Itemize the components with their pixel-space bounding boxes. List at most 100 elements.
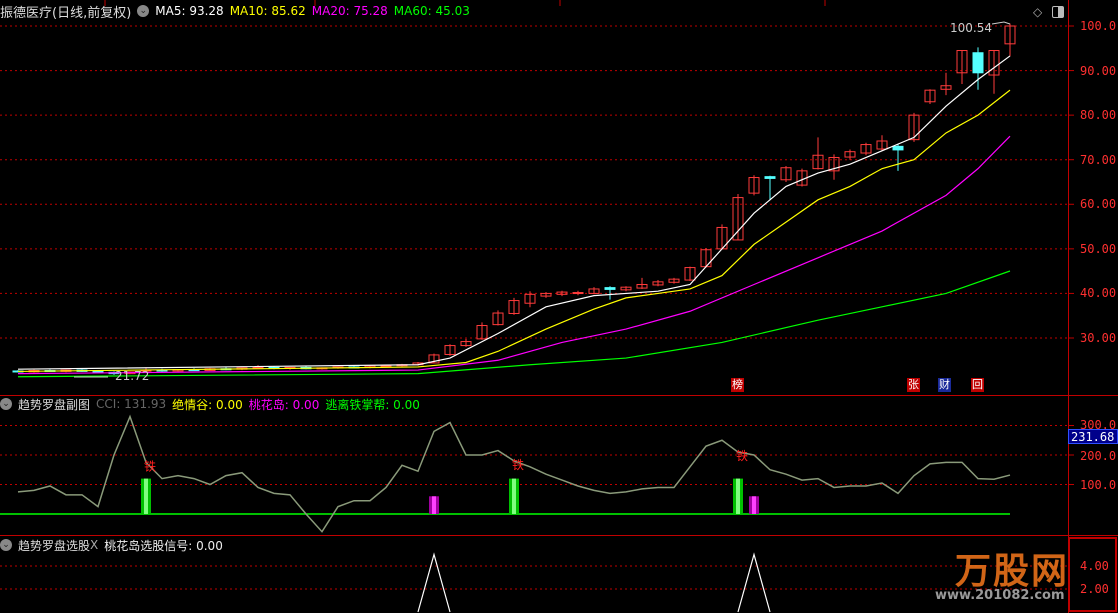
candle-body	[444, 345, 456, 355]
axis-label: 90.00	[1080, 64, 1117, 78]
signal-label: 桃花岛选股信号: 0.00	[104, 538, 223, 553]
ma60-line	[17, 270, 1011, 378]
panel-toggle-icon[interactable]	[1052, 6, 1064, 18]
candle-body	[828, 156, 840, 172]
candle-body	[812, 154, 824, 170]
candle-body	[588, 288, 600, 294]
price-axis-line	[1068, 0, 1069, 613]
chevron-down-icon[interactable]: ⌄	[0, 398, 12, 410]
green-bar-highlight	[736, 478, 740, 514]
magenta-bar-highlight	[752, 496, 756, 514]
candle-body	[876, 140, 888, 150]
candle-body	[380, 365, 392, 368]
candle-body	[508, 300, 520, 314]
candle-body	[668, 278, 680, 283]
axis-label: 60.00	[1080, 197, 1117, 211]
watermark-logo: 万股网	[955, 551, 1070, 592]
candle-body	[684, 267, 696, 281]
axis-label: 100.0	[1080, 478, 1117, 492]
ma60-label: MA60: 45.03	[393, 4, 470, 18]
candle-body	[748, 177, 760, 194]
close-indicator-button[interactable]: X	[90, 538, 99, 552]
candle-body	[524, 293, 536, 304]
candle-body	[540, 292, 552, 297]
thd-label: 桃花岛: 0.00	[248, 397, 320, 412]
badge-bang[interactable]: 榜	[731, 378, 744, 392]
candle-body	[892, 145, 904, 151]
axis-label: 30.00	[1080, 331, 1117, 345]
signal-mark: 铁	[736, 449, 748, 463]
stock-title: 振德医疗(日线,前复权)	[0, 5, 132, 21]
sub-panel-2-header: ⌄ 趋势罗盘选股 X 桃花岛选股信号: 0.00	[0, 536, 223, 554]
sub-panel-1-header: ⌄ 趋势罗盘副图 CCI: 131.93 绝情谷: 0.00 桃花岛: 0.00…	[0, 395, 420, 413]
signal-mark: 铁	[144, 459, 156, 473]
candle-body	[620, 286, 632, 291]
candle-body	[556, 291, 568, 295]
axis-box	[1068, 537, 1117, 612]
candle-body	[460, 341, 472, 347]
axis-label: 100.0	[1080, 19, 1117, 33]
axis-label: 80.00	[1080, 108, 1117, 122]
candle-body	[940, 85, 952, 90]
candle-body	[844, 151, 856, 158]
indicator-title: 趋势罗盘副图	[18, 397, 91, 412]
candle-body	[572, 292, 584, 295]
signal-triangle	[737, 552, 771, 613]
ma20-line	[17, 135, 1011, 375]
magenta-bar-highlight	[432, 496, 436, 514]
tlt-label: 逃离铁掌帮: 0.00	[325, 397, 420, 412]
badge-cai[interactable]: 财	[938, 378, 951, 392]
candle-body	[860, 144, 872, 154]
cci-line	[17, 414, 1011, 533]
cci-label: CCI: 131.93	[96, 397, 167, 411]
main-panel-header: 振德医疗(日线,前复权) ⌄ MA5: 93.28 MA10: 85.62 MA…	[0, 2, 470, 21]
candle-body	[988, 50, 1000, 76]
axis-label: 200.0	[1080, 449, 1117, 463]
badge-hui[interactable]: 回	[971, 378, 984, 392]
axis-label: 4.00	[1080, 559, 1109, 573]
watermark-url: www.201082.com	[935, 588, 1065, 603]
candle-body	[1004, 25, 1016, 45]
axis-label: 300.0	[1080, 418, 1117, 432]
indicator-title: 趋势罗盘选股	[18, 538, 91, 553]
candle-body	[636, 284, 648, 289]
candle-body	[924, 89, 936, 103]
ma10-line	[17, 89, 1011, 373]
badge-zhang[interactable]: 张	[907, 378, 920, 392]
candle-body	[604, 287, 616, 290]
jqg-label: 绝情谷: 0.00	[172, 397, 243, 412]
signal-mark: 铁	[512, 458, 524, 472]
candle-body	[780, 167, 792, 181]
candle-body	[492, 312, 504, 326]
candle-body	[908, 114, 920, 141]
ma20-label: MA20: 75.28	[311, 4, 388, 18]
candle-body	[972, 52, 984, 74]
candle-body	[476, 325, 488, 340]
panel-divider	[0, 395, 1118, 396]
high-pointer	[991, 21, 1011, 25]
green-bar-highlight	[512, 478, 516, 514]
axis-label: 2.00	[1080, 582, 1109, 596]
current-value-tag: 231.68	[1068, 429, 1118, 444]
low-price-label: 21.72	[115, 369, 150, 383]
ma5-line	[17, 55, 1011, 370]
candle-body	[956, 50, 968, 74]
ma5-label: MA5: 93.28	[155, 4, 224, 18]
candle-body	[428, 354, 440, 364]
candle-body	[764, 176, 776, 179]
candle-body	[652, 281, 664, 286]
axis-label: 40.00	[1080, 286, 1117, 300]
candle-body	[732, 197, 744, 241]
axis-label: 50.00	[1080, 242, 1117, 256]
axis-label: 70.00	[1080, 153, 1117, 167]
candle-body	[92, 370, 104, 373]
signal-triangle	[417, 552, 451, 613]
chevron-down-icon[interactable]: ⌄	[137, 5, 150, 17]
ma10-label: MA10: 85.62	[229, 4, 306, 18]
high-price-label: 100.54	[950, 21, 992, 35]
panel-divider	[0, 535, 1118, 536]
green-bar-highlight	[144, 478, 148, 514]
diamond-icon[interactable]: ◇	[1033, 5, 1043, 19]
chevron-down-icon[interactable]: ⌄	[0, 539, 12, 551]
